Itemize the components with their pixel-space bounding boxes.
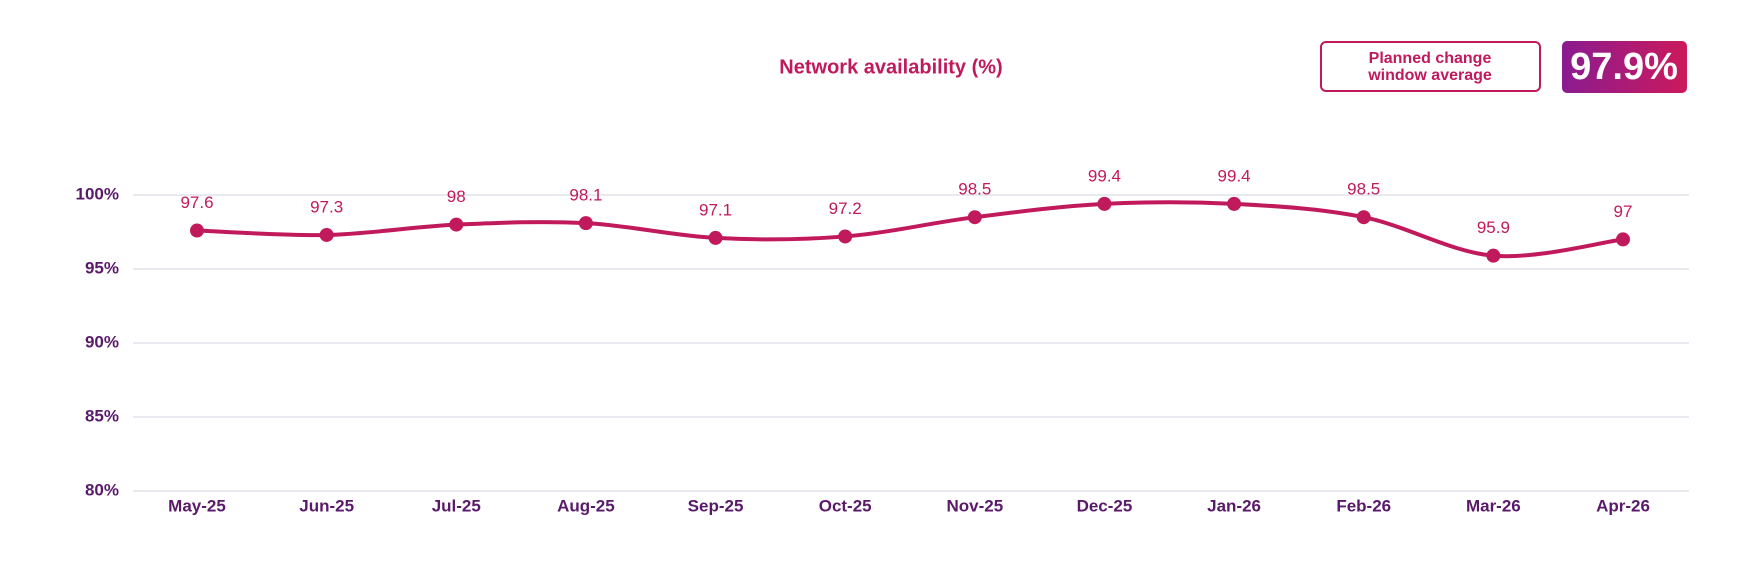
data-point bbox=[449, 217, 464, 232]
y-tick-label: 95% bbox=[85, 258, 119, 277]
badge-label: window average bbox=[1367, 67, 1492, 84]
x-tick-label: May-25 bbox=[168, 496, 226, 515]
data-label: 97.6 bbox=[180, 193, 213, 212]
data-point bbox=[1097, 196, 1112, 211]
data-point bbox=[967, 210, 982, 225]
x-tick-label: Feb-26 bbox=[1336, 496, 1391, 515]
data-point bbox=[838, 229, 853, 244]
data-point bbox=[1356, 210, 1371, 225]
data-label: 98.5 bbox=[1347, 180, 1380, 199]
data-point bbox=[578, 216, 593, 231]
y-tick-label: 90% bbox=[85, 332, 119, 351]
badge-value: 97.9% bbox=[1570, 46, 1678, 88]
data-label: 95.9 bbox=[1477, 218, 1510, 237]
x-tick-label: Sep-25 bbox=[688, 496, 744, 515]
badge-box bbox=[1320, 41, 1541, 92]
x-tick-label: Nov-25 bbox=[946, 496, 1003, 515]
data-label: 97 bbox=[1614, 202, 1633, 221]
y-tick-label: 80% bbox=[85, 480, 119, 499]
data-point bbox=[708, 230, 723, 245]
x-tick-label: Apr-26 bbox=[1596, 496, 1650, 515]
data-label: 98.5 bbox=[958, 180, 991, 199]
badge-value-box bbox=[1562, 41, 1687, 93]
data-label: 99.4 bbox=[1218, 166, 1251, 185]
data-label: 99.4 bbox=[1088, 166, 1121, 185]
data-point bbox=[1486, 248, 1501, 263]
data-label: 97.2 bbox=[829, 199, 862, 218]
x-tick-label: Jul-25 bbox=[432, 496, 481, 515]
series-line bbox=[196, 200, 1624, 259]
data-point bbox=[190, 223, 204, 238]
y-tick-label: 100% bbox=[76, 184, 119, 203]
x-tick-label: Mar-26 bbox=[1466, 496, 1521, 515]
data-point bbox=[1616, 232, 1630, 247]
data-point bbox=[319, 227, 334, 242]
chart-title: Network availability (%) bbox=[779, 56, 1002, 78]
x-tick-label: Jun-25 bbox=[299, 496, 354, 515]
x-tick-label: Aug-25 bbox=[557, 496, 615, 515]
x-tick-label: Oct-25 bbox=[819, 496, 872, 515]
data-label: 98 bbox=[447, 187, 466, 206]
data-point bbox=[1227, 196, 1242, 211]
data-label: 97.1 bbox=[699, 200, 732, 219]
y-tick-label: 85% bbox=[85, 406, 119, 425]
x-tick-label: Dec-25 bbox=[1077, 496, 1133, 515]
data-label: 97.3 bbox=[310, 197, 343, 216]
data-label: 98.1 bbox=[569, 186, 602, 205]
x-tick-label: Jan-26 bbox=[1207, 496, 1261, 515]
badge-label: Planned change bbox=[1369, 50, 1492, 67]
